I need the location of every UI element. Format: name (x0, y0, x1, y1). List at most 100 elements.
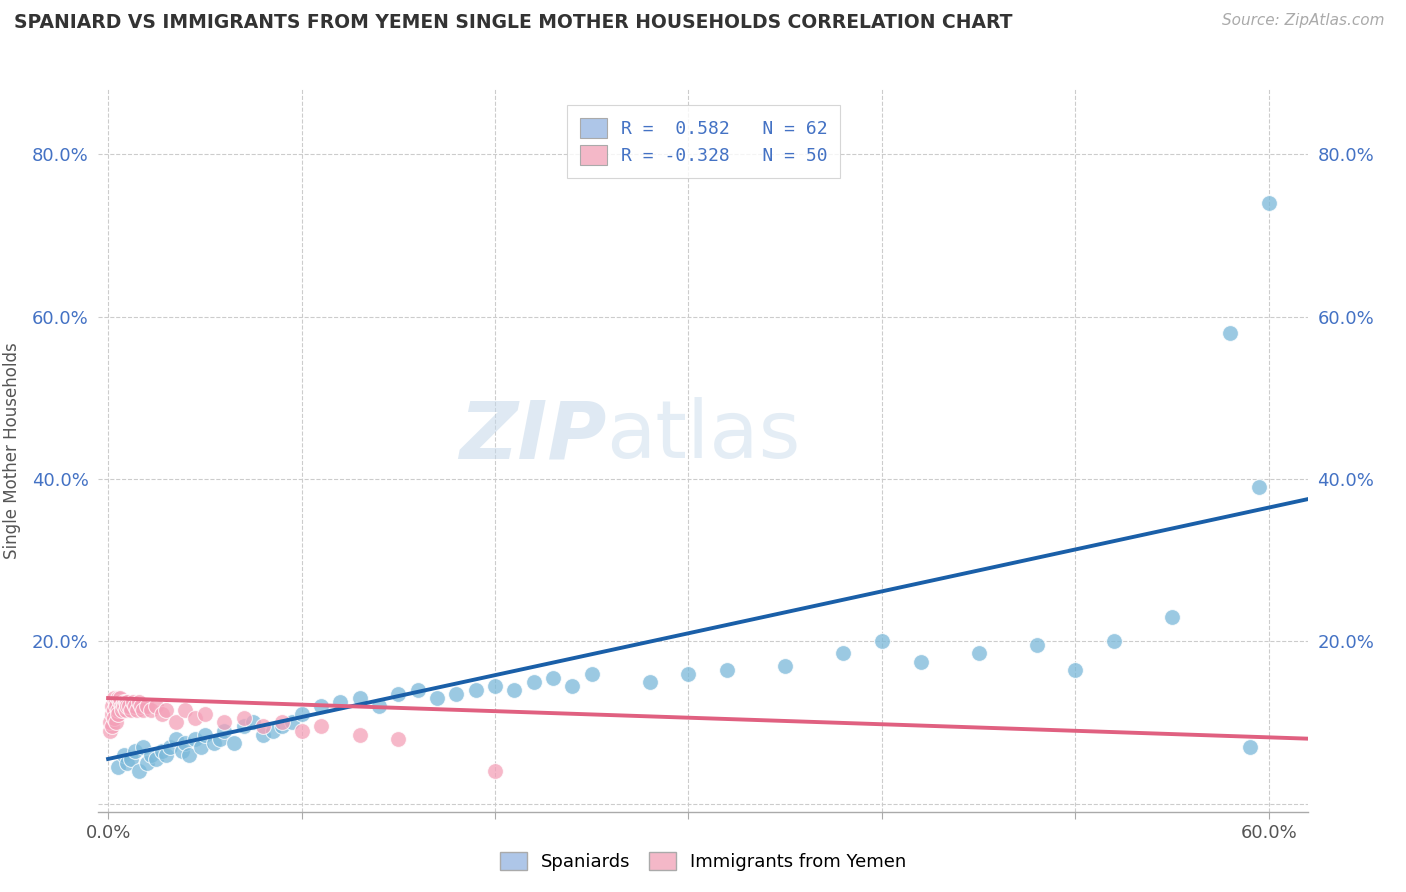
Point (1249, 480, 1271, 494)
Point (135, 699, 157, 714)
Point (170, 744, 193, 758)
Point (117, 699, 139, 714)
Point (159, 739, 181, 754)
Point (132, 703, 155, 717)
Point (112, 747, 135, 762)
Point (561, 679, 583, 693)
Point (870, 634, 893, 648)
Point (309, 719, 332, 733)
Point (107, 703, 129, 717)
Point (174, 703, 197, 717)
Point (101, 719, 124, 733)
Point (309, 699, 332, 714)
Point (232, 711, 254, 725)
Point (103, 691, 125, 706)
Point (1025, 638, 1047, 652)
Point (145, 752, 167, 766)
Point (967, 647, 990, 661)
Point (1257, 195, 1279, 210)
Point (1239, 739, 1261, 754)
Legend: Spaniards, Immigrants from Yemen: Spaniards, Immigrants from Yemen (492, 845, 914, 879)
Point (290, 723, 312, 738)
Point (139, 703, 162, 717)
Point (107, 691, 129, 706)
Point (446, 687, 468, 701)
Point (212, 723, 235, 738)
Point (108, 691, 131, 706)
Point (204, 736, 226, 750)
Point (103, 703, 125, 717)
Point (252, 719, 274, 733)
Point (98, 723, 121, 738)
Point (179, 747, 201, 762)
Point (120, 752, 142, 766)
Point (128, 764, 150, 778)
Point (111, 699, 134, 714)
Point (910, 655, 932, 669)
Point (165, 715, 187, 730)
Point (281, 715, 304, 730)
Text: SPANIARD VS IMMIGRANTS FROM YEMEN SINGLE MOTHER HOUSEHOLDS CORRELATION CHART: SPANIARD VS IMMIGRANTS FROM YEMEN SINGLE… (14, 13, 1012, 32)
Point (101, 699, 124, 714)
Point (349, 728, 371, 742)
Point (1161, 610, 1184, 624)
Point (107, 707, 129, 722)
Point (262, 723, 284, 738)
Point (120, 703, 142, 717)
Point (104, 715, 127, 730)
Point (112, 699, 135, 714)
Point (98, 715, 121, 730)
Point (209, 731, 232, 746)
Point (104, 699, 127, 714)
Point (132, 739, 155, 754)
Point (290, 707, 312, 722)
Point (107, 760, 129, 774)
Point (114, 703, 136, 717)
Point (139, 747, 162, 762)
Point (145, 699, 167, 714)
Point (484, 679, 506, 693)
Point (242, 715, 264, 730)
Point (368, 699, 391, 714)
Point (484, 764, 506, 778)
Point (129, 699, 152, 714)
Point (165, 731, 187, 746)
Point (222, 736, 245, 750)
Text: ZIP: ZIP (458, 397, 606, 475)
Point (104, 695, 127, 709)
Point (503, 682, 526, 697)
Point (150, 744, 173, 758)
Point (174, 736, 197, 750)
Point (135, 756, 157, 770)
Point (194, 728, 217, 742)
Point (124, 744, 146, 758)
Point (114, 695, 136, 709)
Point (155, 703, 177, 717)
Point (581, 666, 603, 681)
Point (212, 715, 235, 730)
Point (464, 682, 486, 697)
Point (117, 695, 139, 709)
Point (122, 695, 145, 709)
Point (232, 719, 254, 733)
Point (387, 731, 409, 746)
Point (128, 695, 150, 709)
Point (184, 711, 207, 725)
Point (406, 682, 429, 697)
Point (638, 674, 661, 689)
Text: atlas: atlas (606, 397, 800, 475)
Point (108, 695, 131, 709)
Legend: R =  0.582   N = 62, R = -0.328   N = 50: R = 0.582 N = 62, R = -0.328 N = 50 (567, 105, 841, 178)
Point (150, 707, 173, 722)
Point (155, 747, 177, 762)
Y-axis label: Single Mother Households: Single Mother Households (3, 343, 21, 558)
Point (349, 691, 371, 706)
Point (103, 711, 125, 725)
Point (1064, 663, 1087, 677)
Point (426, 691, 449, 706)
Point (117, 756, 139, 770)
Point (773, 658, 796, 673)
Point (1102, 634, 1125, 648)
Point (1219, 326, 1241, 340)
Point (118, 699, 141, 714)
